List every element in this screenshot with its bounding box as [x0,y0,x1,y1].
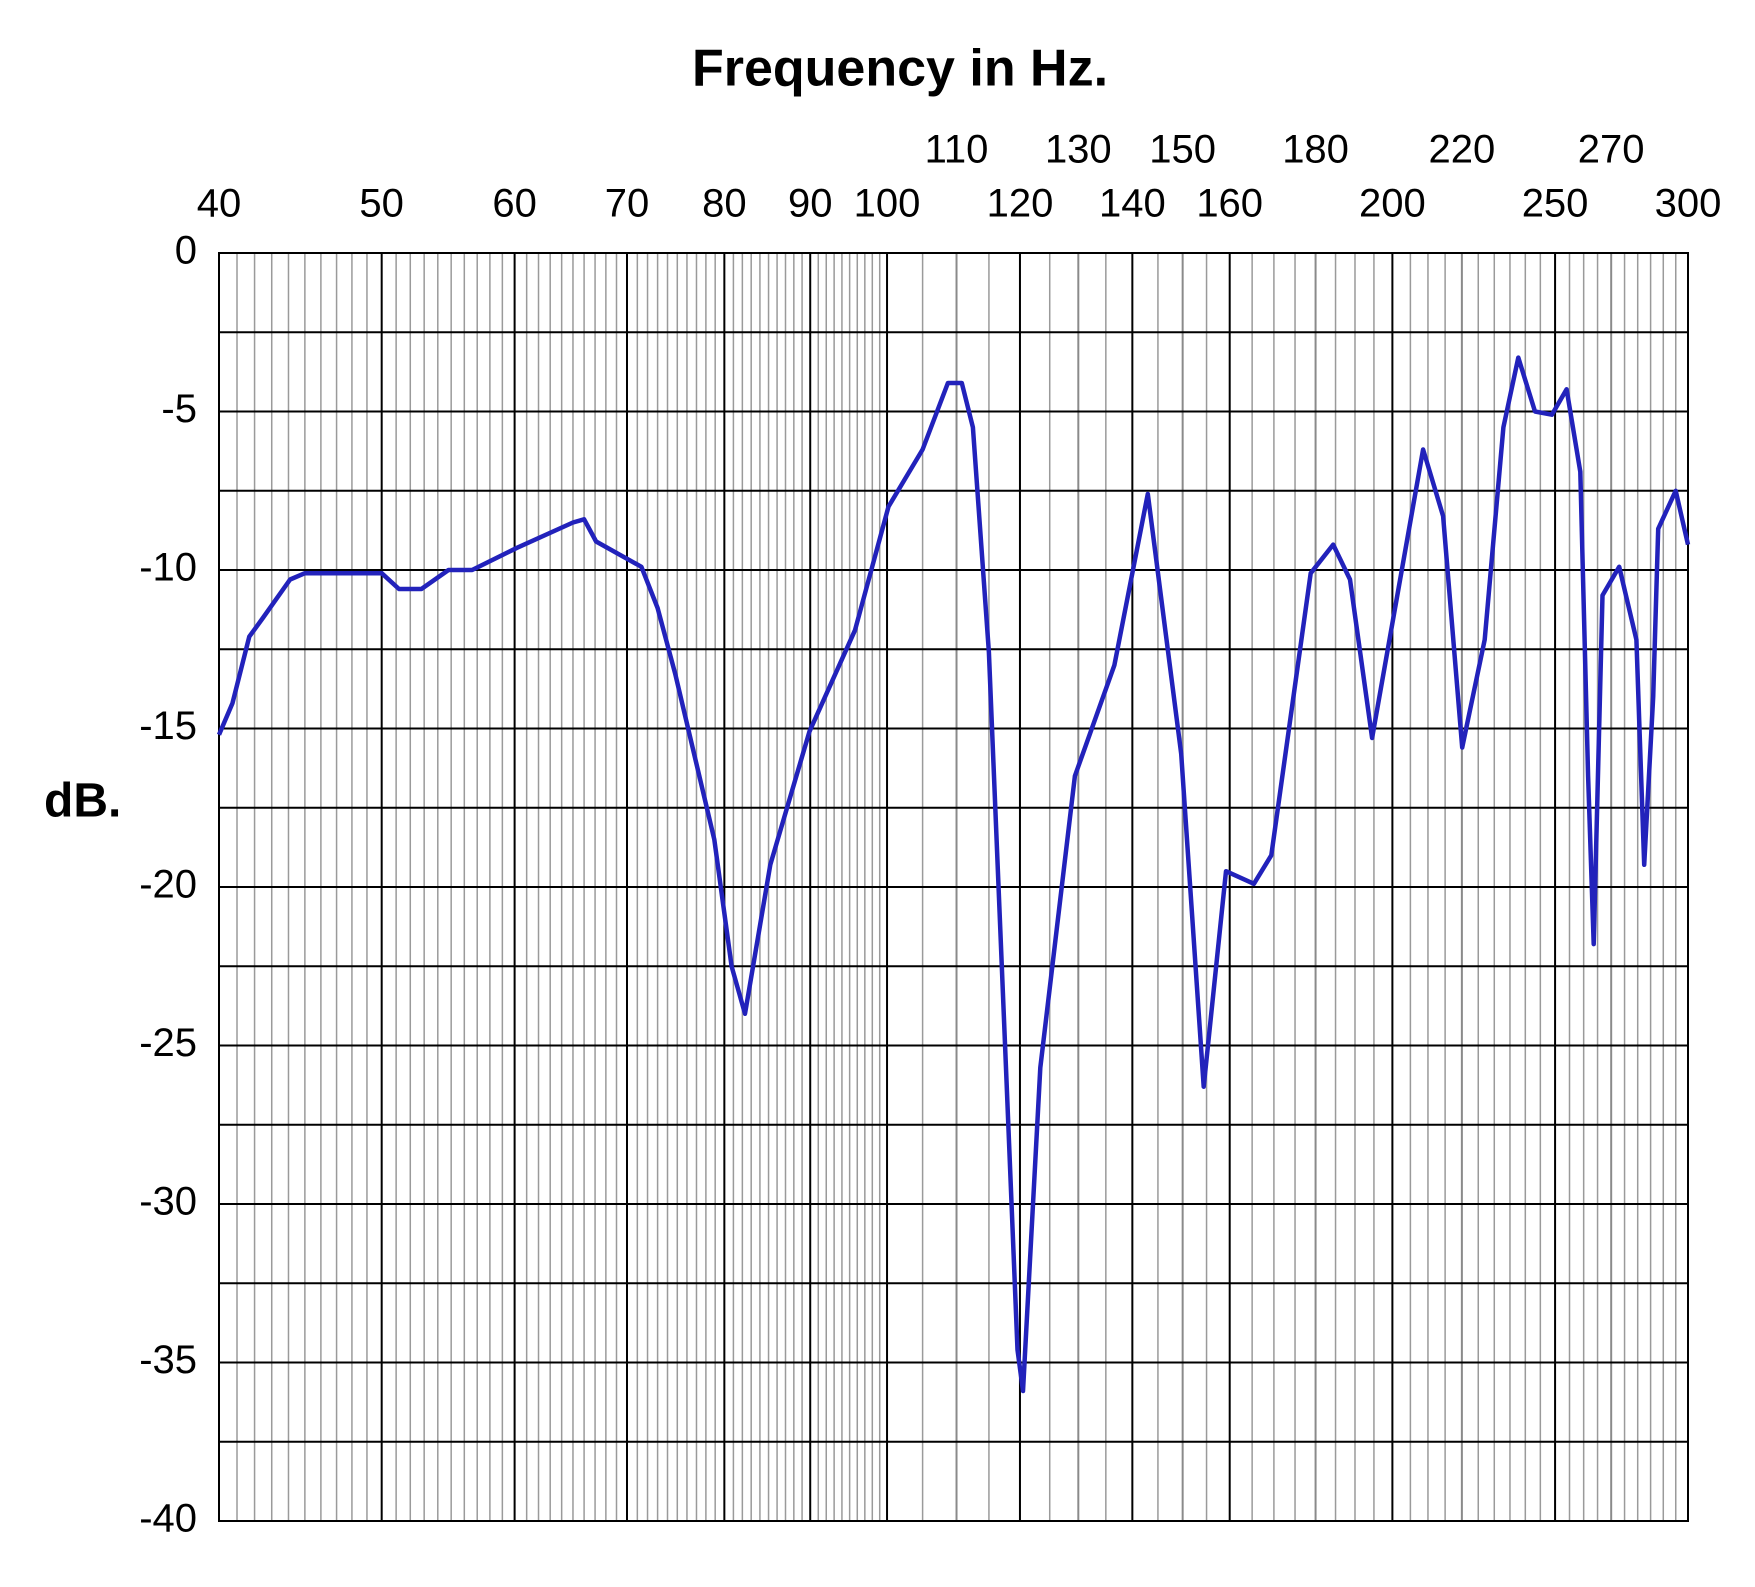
x-tick-label: 200 [1359,182,1426,226]
x-tick-label: 150 [1149,128,1216,172]
y-tick-label: -5 [161,387,197,431]
y-tick-label: 0 [175,229,197,273]
x-tick-label: 50 [359,182,404,226]
y-tick-label: -10 [139,546,197,590]
x-tick-label: 90 [788,182,833,226]
y-tick-label: -15 [139,704,197,748]
y-tick-label: -30 [139,1180,197,1224]
x-tick-label: 160 [1196,182,1263,226]
y-tick-label: -35 [139,1338,197,1382]
data-line [216,355,1691,1394]
chart-title: Frequency in Hz. [692,40,1108,98]
plot-frame [218,252,1689,1522]
x-tick-label: 80 [702,182,747,226]
x-tick-label: 140 [1099,182,1166,226]
y-tick-label: -25 [139,1021,197,1065]
y-axis-label: dB. [44,775,121,828]
x-tick-label: 180 [1282,128,1349,172]
x-tick-label: 270 [1578,128,1645,172]
x-tick-label: 100 [854,182,921,226]
x-tick-label: 220 [1429,128,1496,172]
x-tick-label: 120 [987,182,1054,226]
x-tick-label: 110 [925,128,989,172]
x-tick-label: 40 [197,182,242,226]
x-tick-label: 70 [605,182,650,226]
y-tick-label: -20 [139,863,197,907]
y-tick-label: -40 [139,1497,197,1541]
x-tick-label: 300 [1655,182,1722,226]
x-tick-label: 60 [492,182,537,226]
x-tick-label: 250 [1522,182,1589,226]
x-tick-label: 130 [1045,128,1112,172]
